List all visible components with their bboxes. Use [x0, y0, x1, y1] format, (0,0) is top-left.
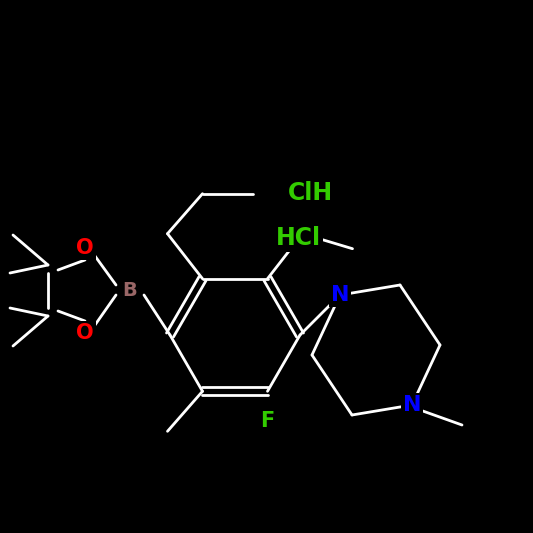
- Text: HCl: HCl: [276, 226, 320, 250]
- Text: ClH: ClH: [287, 181, 333, 205]
- Text: F: F: [261, 411, 274, 431]
- Text: N: N: [403, 395, 421, 415]
- Text: B: B: [123, 280, 138, 300]
- Text: O: O: [76, 238, 94, 258]
- Text: O: O: [76, 323, 94, 343]
- Text: N: N: [331, 285, 349, 305]
